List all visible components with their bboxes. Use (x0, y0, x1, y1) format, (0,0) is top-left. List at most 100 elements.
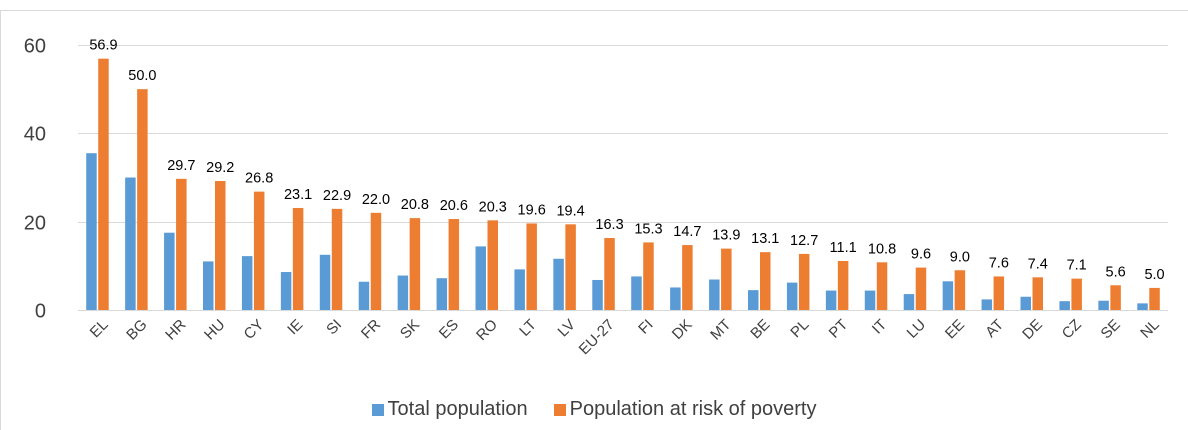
data-label-IT: 10.8 (868, 241, 896, 257)
data-label-AT: 7.6 (989, 255, 1009, 271)
bar-poverty-PT (837, 260, 849, 310)
bar-poverty-RO (487, 220, 498, 310)
bar-poverty-DK (682, 245, 693, 310)
data-label-HU: 29.2 (206, 160, 234, 176)
data-label-RO: 20.3 (479, 199, 507, 215)
bar-poverty-IT (876, 262, 888, 310)
x-tick-label-DE: DE (1019, 316, 1046, 343)
bar-poverty-EU-27 (604, 238, 615, 310)
legend-swatch-total (371, 403, 384, 416)
data-label-FI: 15.3 (634, 221, 662, 237)
bar-poverty-EE (954, 270, 966, 310)
data-label-EE: 9.0 (950, 249, 970, 265)
data-label-FR: 22.0 (362, 192, 390, 208)
bar-total-DE (1020, 296, 1031, 310)
x-tick-label-HR: HR (162, 316, 189, 343)
bar-poverty-IE (292, 207, 304, 310)
bar-poverty-CY (253, 191, 265, 310)
x-tick-label-LV: LV (555, 316, 579, 340)
bar-poverty-AT (993, 276, 1005, 310)
bar-total-CY (241, 256, 253, 310)
data-label-IE: 23.1 (284, 187, 312, 203)
x-tick-label-AT: AT (982, 316, 1007, 341)
bar-total-SI (319, 254, 331, 310)
bar-total-IT (864, 290, 876, 310)
bar-total-PT (825, 290, 837, 310)
bar-poverty-LV (565, 224, 576, 310)
bar-total-SK (397, 275, 409, 310)
bar-total-PL (786, 282, 798, 310)
data-label-LU: 9.6 (911, 247, 931, 263)
bar-poverty-HR (176, 178, 187, 310)
bar-total-EU-27 (592, 279, 603, 310)
x-tick-label-IT: IT (869, 316, 890, 337)
bar-poverty-SK (409, 218, 421, 310)
legend-label-total: Total population (387, 398, 528, 420)
data-label-PL: 12.7 (790, 233, 818, 249)
x-tick-label-NL: NL (1137, 316, 1163, 342)
bar-poverty-MT (721, 248, 732, 310)
data-label-MT: 13.9 (712, 228, 740, 244)
bar-poverty-SI (331, 208, 343, 310)
y-tick-label: 20 (24, 213, 46, 235)
bar-total-LT (514, 269, 525, 310)
data-label-CY: 26.8 (245, 171, 273, 187)
bar-poverty-ES (448, 219, 460, 310)
x-tick-label-PT: PT (826, 316, 852, 342)
data-label-SI: 22.9 (323, 188, 351, 204)
data-label-LT: 19.6 (518, 202, 546, 218)
data-label-PT: 11.1 (830, 240, 857, 256)
x-tick-label-FI: FI (635, 316, 656, 337)
x-tick-label-BG: BG (123, 316, 150, 343)
data-label-NL: 5.0 (1144, 267, 1164, 283)
x-tick-label-BE: BE (747, 316, 773, 342)
x-tick-label-LU: LU (904, 316, 930, 342)
data-label-CZ: 7.1 (1067, 258, 1087, 274)
data-label-EU-27: 16.3 (595, 217, 623, 233)
bar-total-IE (280, 272, 292, 310)
bar-total-SE (1098, 300, 1109, 310)
bar-total-AT (981, 299, 993, 310)
x-tick-label-RO: RO (473, 316, 501, 344)
bar-poverty-BG (137, 89, 148, 311)
bar-total-EL (86, 153, 97, 310)
x-tick-label-EL: EL (87, 316, 112, 341)
x-tick-label-SE: SE (1098, 316, 1124, 342)
bar-poverty-NL (1149, 287, 1160, 310)
bar-total-CZ (1059, 301, 1070, 310)
x-tick-label-SI: SI (323, 316, 345, 338)
legend: Total population Population at risk of p… (0, 398, 1188, 421)
bar-poverty-HU (215, 181, 226, 310)
x-tick-label-IE: IE (284, 316, 306, 338)
data-label-DK: 14.7 (673, 224, 701, 240)
data-label-EL: 56.9 (89, 38, 117, 54)
bar-poverty-FR (370, 212, 382, 310)
x-tick-label-FR: FR (358, 316, 384, 342)
bar-total-EE (942, 281, 954, 310)
bar-poverty-FI (643, 242, 654, 310)
x-tick-label-LT: LT (516, 316, 540, 340)
bar-total-BE (748, 290, 759, 310)
data-labels: 56.9 50.0 29.7 29.2 26.8 23.1 22.9 22.0 20.8 20.6… (89, 38, 1164, 283)
bar-poverty-CZ (1071, 278, 1082, 310)
bar-total-RO (475, 246, 486, 310)
bar-poverty-PL (798, 253, 810, 310)
data-label-BE: 13.1 (751, 231, 779, 247)
y-axis-tick-labels: 0 20 40 60 (24, 36, 46, 323)
bar-total-DK (670, 287, 681, 310)
bar-total-ES (436, 278, 448, 310)
x-tick-label-MT: MT (707, 316, 734, 343)
bar-total-FI (631, 276, 642, 310)
x-tick-label-EE: EE (942, 316, 968, 342)
x-tick-label-ES: ES (436, 316, 462, 342)
legend-item-total-population: Total population (371, 398, 528, 421)
x-tick-label-PL: PL (787, 316, 812, 341)
y-tick-label: 60 (24, 36, 46, 58)
data-label-ES: 20.6 (440, 198, 468, 214)
data-label-LV: 19.4 (556, 203, 584, 219)
data-label-SK: 20.8 (401, 197, 429, 213)
bar-poverty-BE (760, 252, 771, 310)
legend-item-risk-of-poverty: Population at risk of poverty (553, 398, 816, 421)
